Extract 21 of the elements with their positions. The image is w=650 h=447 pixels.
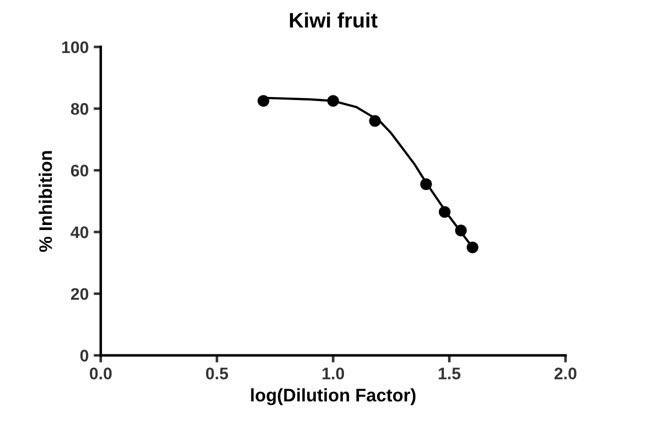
x-tick-label: 0.5 xyxy=(206,368,228,380)
y-tick-label: 40 xyxy=(70,226,88,238)
y-tick-label: 0 xyxy=(80,350,88,362)
point xyxy=(369,115,381,127)
x-tick-label: 1.5 xyxy=(438,368,460,380)
point xyxy=(466,242,478,254)
x-tick-label: 0.0 xyxy=(90,368,112,380)
x-tick-label: 1.0 xyxy=(322,368,344,380)
point xyxy=(327,95,339,107)
point xyxy=(420,178,432,190)
y-tick-label: 60 xyxy=(71,164,88,177)
y-axis-title: % Inhibition xyxy=(38,151,52,252)
y-tick-label: 80 xyxy=(70,103,88,115)
point xyxy=(455,224,467,236)
point xyxy=(258,95,270,107)
point xyxy=(438,206,451,218)
chart-title: Kiwi fruit xyxy=(290,12,378,28)
y-tick-label: 20 xyxy=(70,288,88,300)
x-axis-title: log(Dilution Factor) xyxy=(251,388,416,406)
y-tick-label: 100 xyxy=(62,41,88,54)
x-tick-label: 2.0 xyxy=(554,368,576,380)
